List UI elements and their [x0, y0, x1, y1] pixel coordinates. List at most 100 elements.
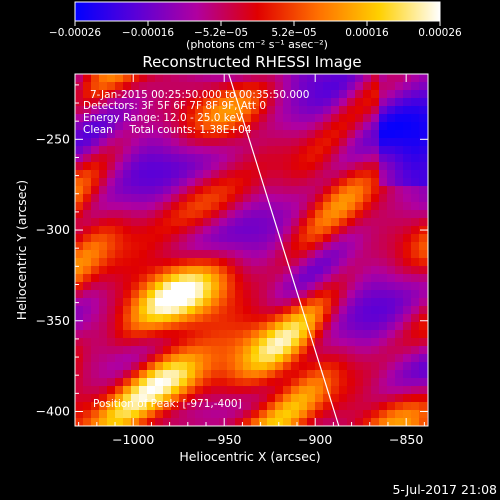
heatmap-cell [155, 290, 163, 298]
heatmap-cell [75, 186, 83, 194]
heatmap-cell [115, 90, 123, 98]
heatmap-cell [83, 354, 91, 362]
heatmap-cell [339, 410, 347, 418]
heatmap-cell [107, 114, 115, 122]
heatmap-cell [267, 90, 275, 98]
heatmap-cell [139, 210, 147, 218]
heatmap-cell [419, 362, 427, 370]
heatmap-cell [259, 354, 267, 362]
heatmap-cell [123, 90, 131, 98]
heatmap-cell [307, 282, 315, 290]
heatmap-cell [291, 98, 299, 106]
heatmap-cell [411, 402, 419, 410]
heatmap-cell [283, 202, 291, 210]
heatmap-cell [83, 322, 91, 330]
heatmap-cell [347, 314, 355, 322]
heatmap-cell [275, 226, 283, 234]
heatmap-cell [99, 242, 107, 250]
heatmap-cell [395, 130, 403, 138]
heatmap-cell [211, 370, 219, 378]
heatmap-cell [75, 266, 83, 274]
heatmap-cell [371, 322, 379, 330]
heatmap-cell [131, 154, 139, 162]
heatmap-cell [203, 186, 211, 194]
heatmap-cell [339, 258, 347, 266]
heatmap-cell [363, 330, 371, 338]
heatmap-cell [347, 402, 355, 410]
heatmap-cell [347, 98, 355, 106]
heatmap-cell [275, 122, 283, 130]
heatmap-cell [259, 274, 267, 282]
heatmap-cell [211, 362, 219, 370]
heatmap-cell [395, 418, 403, 426]
heatmap-cell [91, 346, 99, 354]
heatmap-cell [363, 266, 371, 274]
heatmap-cell [363, 410, 371, 418]
heatmap-cell [411, 234, 419, 242]
heatmap-cell [211, 226, 219, 234]
heatmap-cell [251, 386, 259, 394]
heatmap-cell [187, 330, 195, 338]
heatmap-cell [187, 98, 195, 106]
heatmap-cell [387, 122, 395, 130]
heatmap-cell [171, 346, 179, 354]
heatmap-cell [363, 338, 371, 346]
heatmap-cell [371, 402, 379, 410]
heatmap-cell [243, 290, 251, 298]
heatmap-cell [347, 186, 355, 194]
heatmap-cell [299, 146, 307, 154]
heatmap-cell [267, 210, 275, 218]
heatmap-cell [323, 194, 331, 202]
heatmap-cell [395, 218, 403, 226]
heatmap-cell [307, 250, 315, 258]
heatmap-cell [83, 106, 91, 114]
heatmap-cell [203, 386, 211, 394]
heatmap-cell [75, 378, 83, 386]
heatmap-cell [211, 122, 219, 130]
heatmap-cell [395, 306, 403, 314]
heatmap-cell [179, 274, 187, 282]
heatmap-cell [235, 314, 243, 322]
heatmap-cell [131, 234, 139, 242]
heatmap-cell [291, 82, 299, 90]
heatmap-cell [83, 250, 91, 258]
heatmap-cell [299, 218, 307, 226]
heatmap-cell [347, 146, 355, 154]
heatmap-cell [195, 226, 203, 234]
heatmap-cell [323, 266, 331, 274]
heatmap-cell [227, 378, 235, 386]
heatmap-cell [99, 258, 107, 266]
heatmap-cell [99, 386, 107, 394]
heatmap-cell [163, 130, 171, 138]
heatmap-cell [299, 138, 307, 146]
heatmap-cell [267, 250, 275, 258]
heatmap-cell [371, 202, 379, 210]
heatmap-cell [179, 346, 187, 354]
heatmap-cell [155, 330, 163, 338]
heatmap-cell [275, 330, 283, 338]
heatmap-cell [171, 210, 179, 218]
heatmap-cell [91, 106, 99, 114]
heatmap-cell [355, 234, 363, 242]
heatmap-cell [299, 402, 307, 410]
heatmap-cell [299, 410, 307, 418]
heatmap-cell [123, 114, 131, 122]
heatmap-cell [411, 178, 419, 186]
heatmap-cell [283, 146, 291, 154]
heatmap-cell [363, 226, 371, 234]
heatmap-cell [83, 154, 91, 162]
heatmap-cell [219, 138, 227, 146]
heatmap-cell [155, 154, 163, 162]
heatmap-cell [411, 346, 419, 354]
heatmap-cell [259, 282, 267, 290]
heatmap-cell [163, 394, 171, 402]
heatmap-cell [363, 322, 371, 330]
heatmap-cell [387, 250, 395, 258]
heatmap-cell [323, 338, 331, 346]
heatmap-cell [355, 362, 363, 370]
heatmap-cell [355, 226, 363, 234]
heatmap-cell [155, 130, 163, 138]
heatmap-cell [403, 306, 411, 314]
heatmap-cell [195, 418, 203, 426]
heatmap-cell [283, 178, 291, 186]
